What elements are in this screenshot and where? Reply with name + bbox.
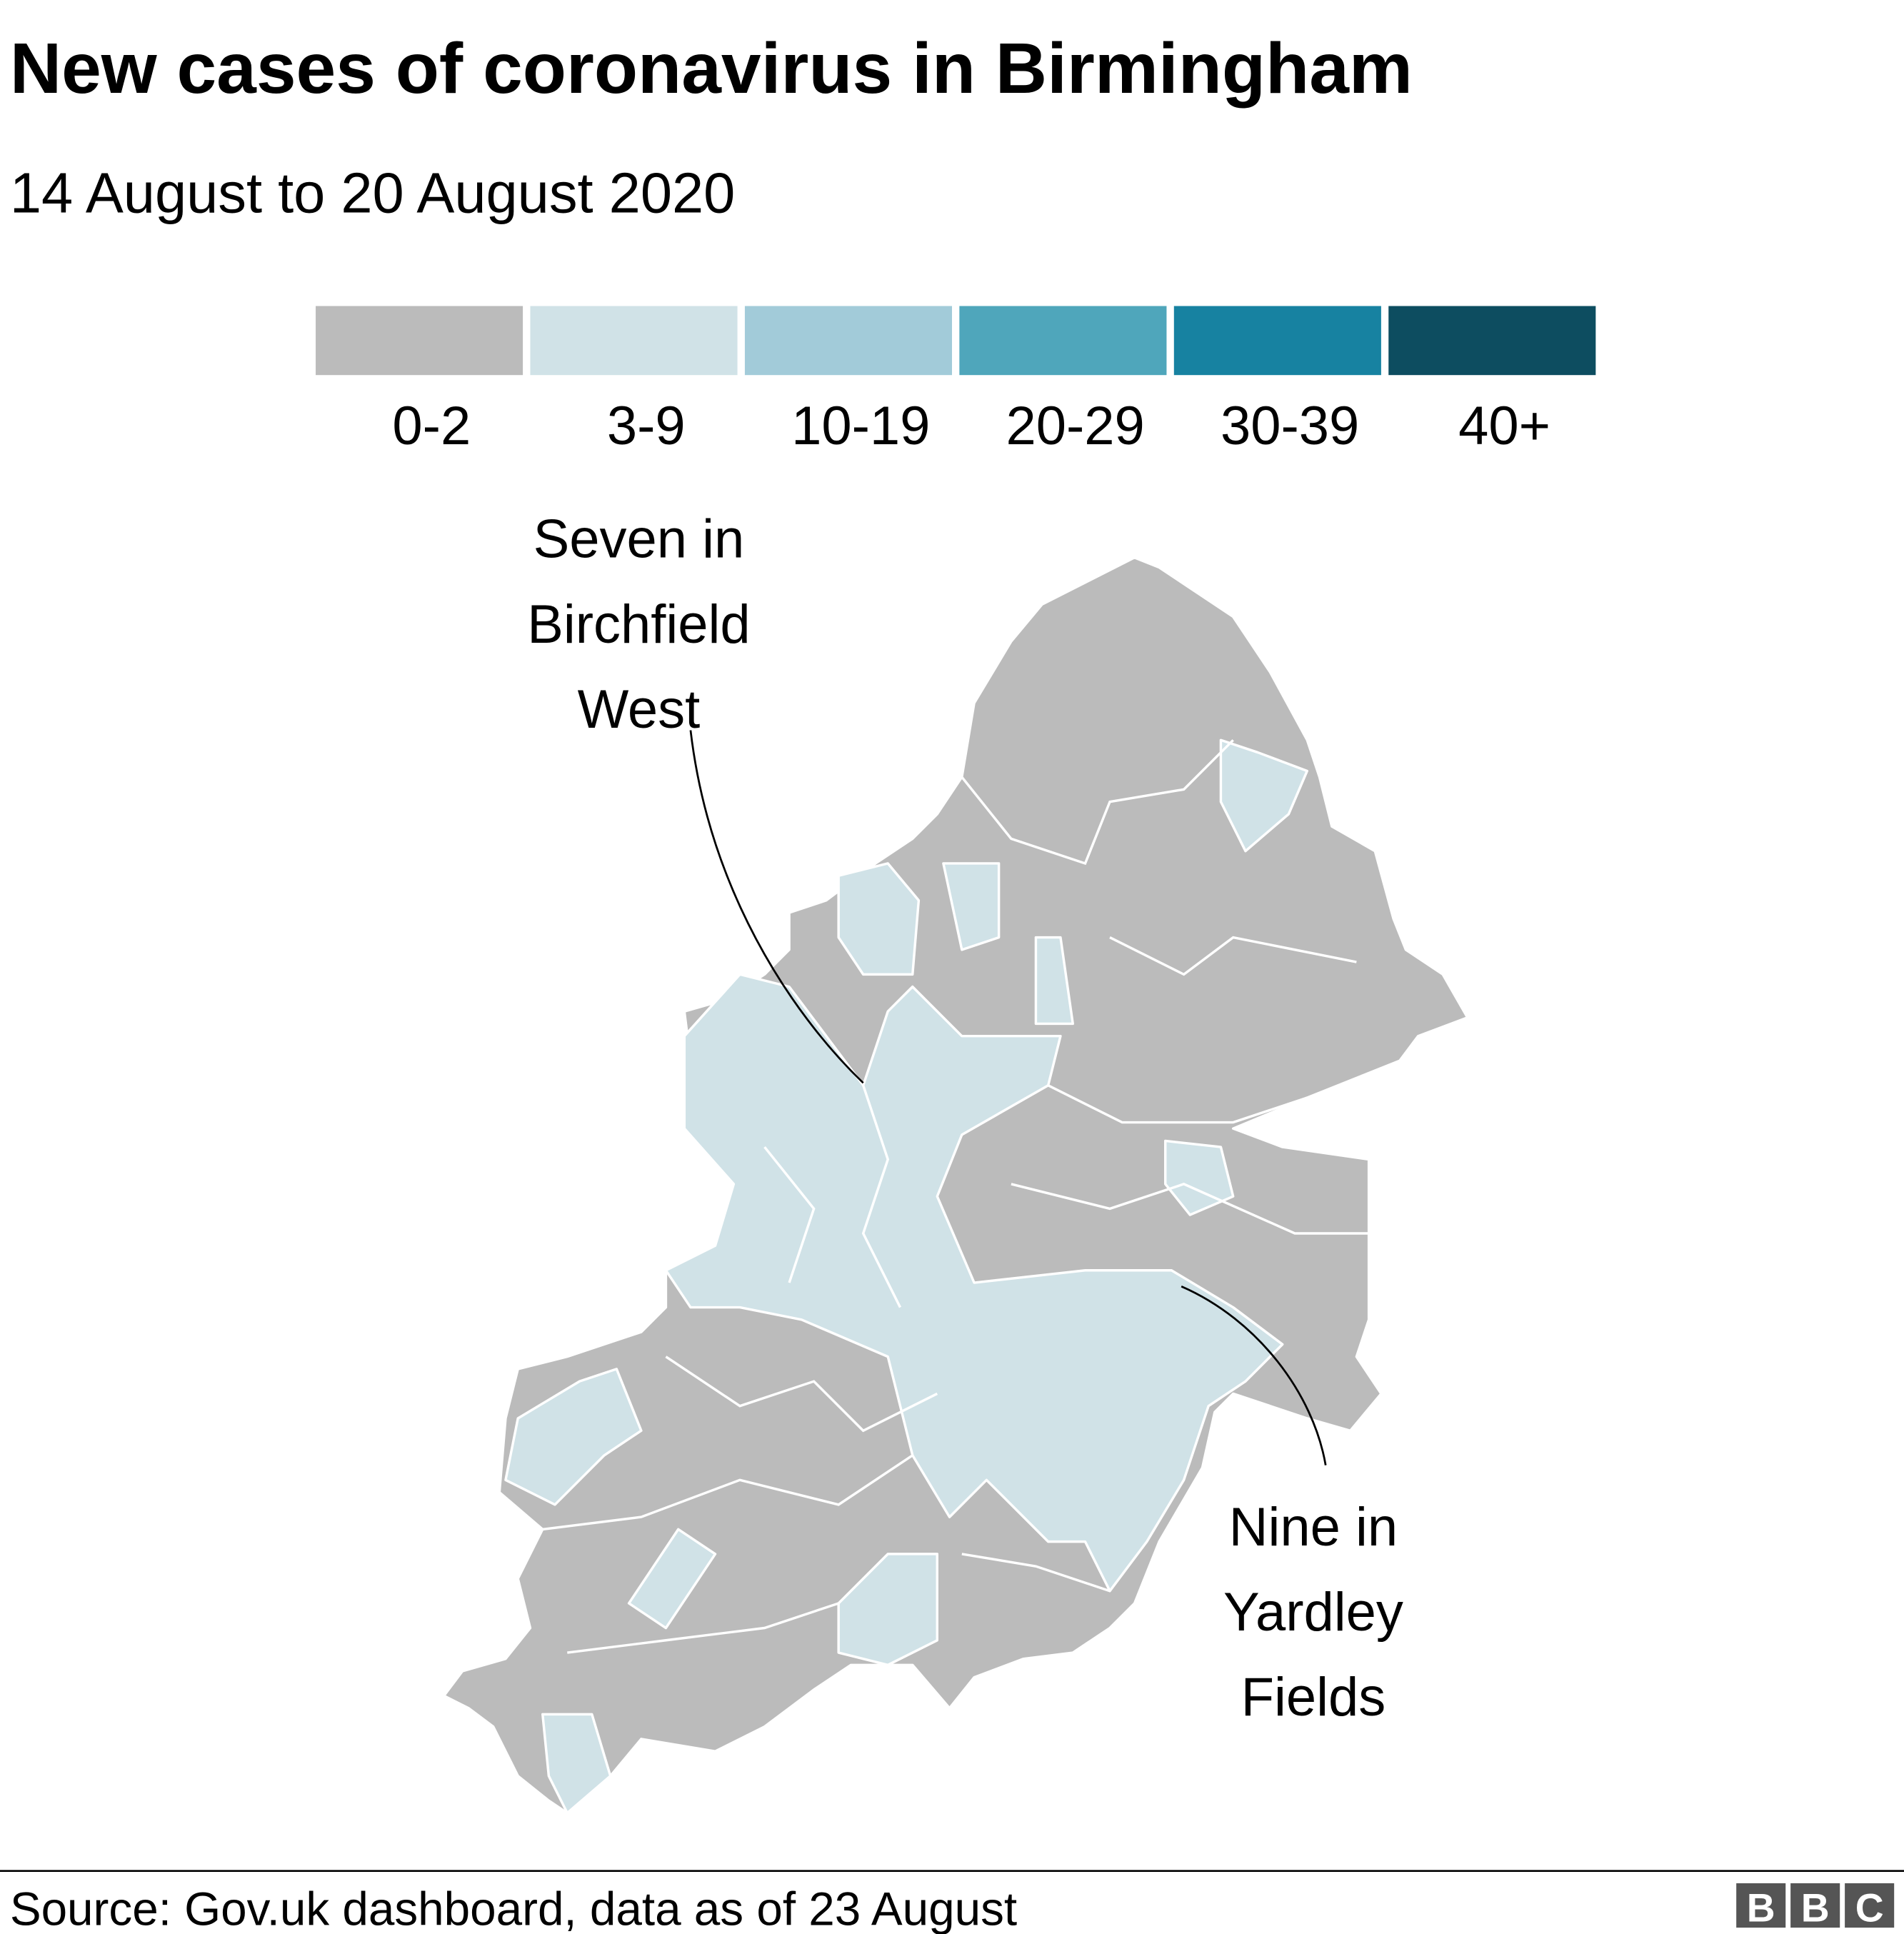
- ward-boundary: [542, 1454, 913, 1531]
- legend-label: 10-19: [791, 396, 930, 456]
- map-region: [837, 862, 921, 976]
- map-region: [664, 973, 1284, 1593]
- annotation-text: Nine in: [1229, 1497, 1398, 1558]
- logo-letter: B: [1801, 1885, 1830, 1930]
- logo-block: [1845, 1883, 1895, 1928]
- source: Source: Gov.uk dashboard, data as of 23 …: [10, 1883, 1017, 1934]
- logo-block: [1790, 1883, 1840, 1928]
- legend-swatch: [1173, 306, 1381, 376]
- legend-swatch: [744, 306, 952, 376]
- ward-boundary: [763, 1146, 816, 1283]
- logo-letter: C: [1855, 1885, 1884, 1930]
- legend-label: 30-39: [1221, 396, 1359, 456]
- ward-boundary: [1011, 1183, 1369, 1235]
- logo-block: [1736, 1883, 1786, 1928]
- annotation-text: West: [578, 679, 701, 740]
- ward-boundary: [1047, 1084, 1308, 1124]
- legend-swatch: [316, 306, 523, 376]
- annotation-leader: [689, 730, 864, 1084]
- legend: 0-2 3-9 10-19 20-29 30-39 40+: [316, 306, 1596, 456]
- annotation-leader: [1181, 1285, 1327, 1465]
- annotations: Seven in Birchfield West Nine in Yardley Fiel…: [527, 509, 1403, 1728]
- map-region: [942, 862, 1001, 951]
- legend-label: 40+: [1458, 396, 1550, 456]
- annotation-text: Seven in: [533, 509, 745, 570]
- legend-label: 20-29: [1006, 396, 1145, 456]
- map: [442, 556, 1469, 1815]
- annotation-text: Yardley: [1223, 1582, 1403, 1643]
- legend-label: 0-2: [392, 396, 471, 456]
- map-region: [541, 1713, 612, 1815]
- map-region: [1219, 738, 1309, 853]
- logo-letter: B: [1747, 1885, 1775, 1930]
- legend-label: 3-9: [607, 396, 686, 456]
- legend-swatch: [1388, 306, 1596, 376]
- legend-swatch: [530, 306, 738, 376]
- ward-boundary: [1109, 936, 1357, 976]
- ward-boundary: [861, 1085, 902, 1308]
- ward-boundary: [665, 1356, 938, 1433]
- map-region: [1034, 936, 1074, 1026]
- ward-boundary: [961, 1553, 1111, 1593]
- map-region: [627, 1528, 717, 1630]
- title: New cases of coronavirus in Birmingham: [10, 29, 1413, 109]
- subtitle: 14 August to 20 August 2020: [10, 161, 736, 224]
- annotation-text: Birchfield: [527, 594, 750, 655]
- legend-swatch: [959, 306, 1167, 376]
- ward-boundary: [567, 1602, 839, 1654]
- map-region: [837, 1553, 939, 1667]
- map-region: [1163, 1139, 1235, 1216]
- ward-boundary: [961, 739, 1234, 866]
- map-region: [504, 1368, 643, 1506]
- annotation-text: Fields: [1241, 1667, 1386, 1728]
